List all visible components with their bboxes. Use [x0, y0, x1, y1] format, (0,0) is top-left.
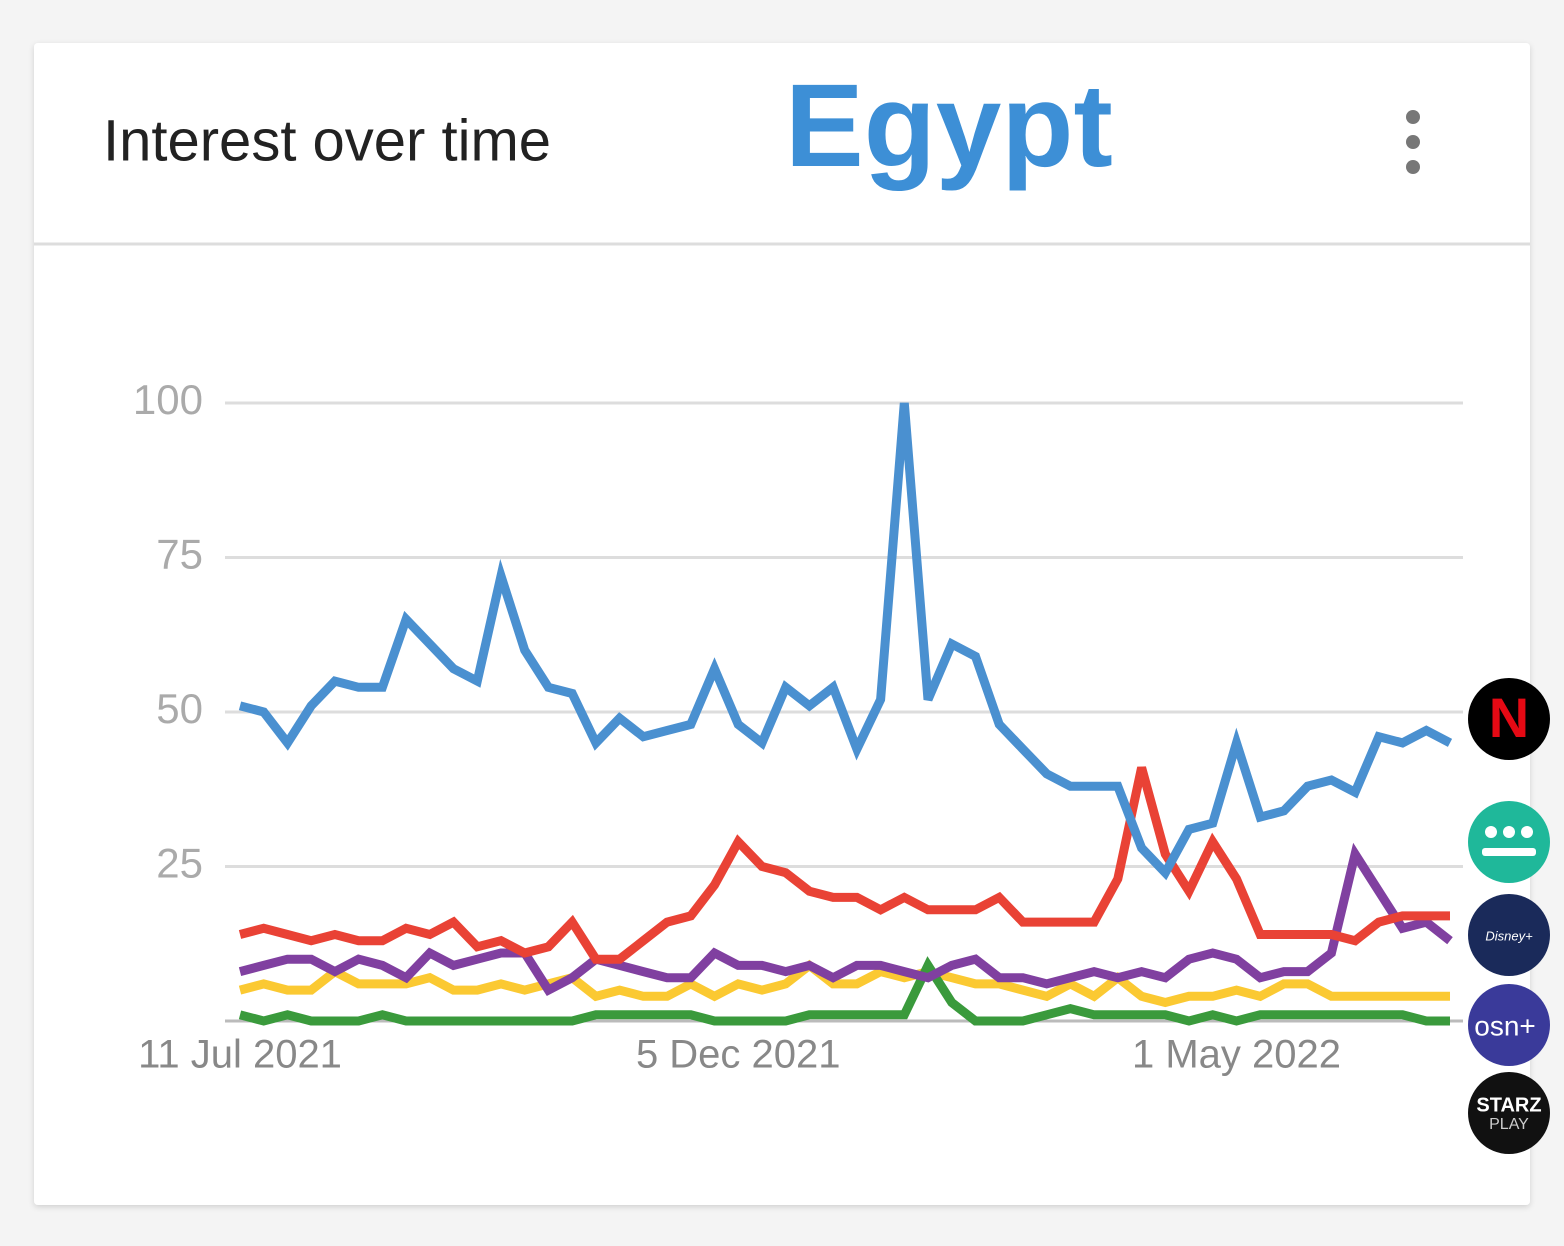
y-tick-label: 75: [156, 531, 203, 578]
y-tick-label: 50: [156, 685, 203, 732]
y-tick-label: 25: [156, 840, 203, 887]
x-tick-label: 5 Dec 2021: [636, 1033, 841, 1077]
series-line: [238, 766, 1450, 964]
chart-subtitle: Egypt: [785, 60, 1113, 192]
netflix-icon: [1468, 678, 1550, 760]
plot: 25 50 75 100 11 Jul 2021 5 Dec 2021 1 May 2022: [133, 376, 1463, 1077]
starz-icon: [1468, 1072, 1550, 1154]
series-line: [238, 959, 1450, 1008]
osn-icon: [1468, 984, 1550, 1066]
icon-text: Disney+: [1485, 928, 1533, 943]
legend-icons: N Disney+ osn+ STARZ PLAY: [1468, 678, 1550, 1154]
icon-text: N: [1489, 686, 1529, 749]
shahid-glyph: [1482, 826, 1536, 856]
card: [34, 43, 1530, 1205]
series-line: [238, 956, 1450, 1026]
shahid-icon: [1468, 801, 1550, 883]
series-line: [238, 842, 1453, 996]
y-tick-label: 100: [133, 376, 203, 423]
chart-title: Interest over time: [103, 108, 551, 173]
icon-text: STARZ: [1476, 1094, 1541, 1116]
series-line: [238, 402, 1453, 881]
x-tick-label: 11 Jul 2021: [138, 1033, 342, 1077]
icon-text: osn+: [1474, 1010, 1536, 1041]
disney-icon: [1468, 894, 1550, 976]
x-tick-label: 1 May 2022: [1132, 1033, 1341, 1077]
icon-text: PLAY: [1489, 1116, 1529, 1133]
menu-button[interactable]: [1406, 110, 1420, 174]
